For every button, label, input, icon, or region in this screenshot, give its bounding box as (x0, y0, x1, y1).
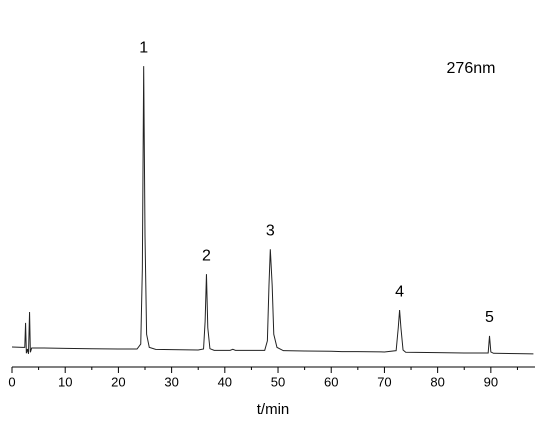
peak-label: 4 (395, 283, 404, 300)
x-tick-label: 30 (164, 374, 178, 389)
peak-label: 3 (266, 222, 275, 239)
x-tick-label: 70 (377, 374, 391, 389)
x-tick-label: 80 (430, 374, 444, 389)
x-tick-label: 50 (271, 374, 285, 389)
peak-label: 5 (485, 309, 494, 326)
x-tick-label: 40 (218, 374, 232, 389)
x-axis-label: t/min (257, 401, 290, 418)
wavelength-label: 276nm (447, 60, 496, 77)
x-tick-label: 90 (484, 374, 498, 389)
x-tick-label: 10 (58, 374, 72, 389)
x-tick-label: 20 (111, 374, 125, 389)
chromatogram-line (11, 66, 534, 355)
x-tick-label: 0 (8, 374, 15, 389)
peak-label: 2 (202, 247, 211, 264)
x-tick-label: 60 (324, 374, 338, 389)
peak-label: 1 (139, 39, 148, 56)
